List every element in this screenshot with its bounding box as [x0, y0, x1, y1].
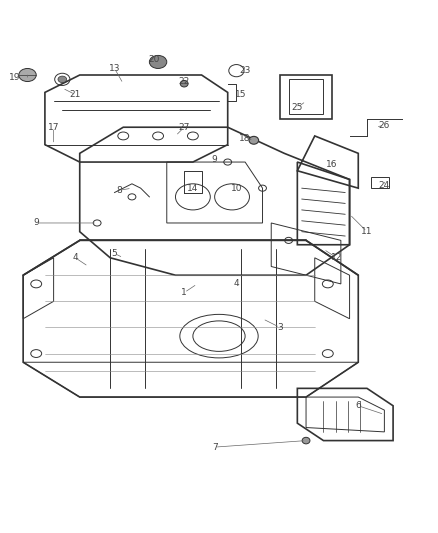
- Text: 13: 13: [109, 64, 120, 73]
- Text: 8: 8: [116, 186, 122, 195]
- Text: 5: 5: [112, 249, 117, 258]
- Ellipse shape: [19, 68, 36, 82]
- Text: 18: 18: [239, 134, 251, 143]
- Text: 16: 16: [326, 160, 338, 169]
- Text: 21: 21: [70, 90, 81, 99]
- Text: 11: 11: [361, 227, 373, 236]
- Text: 6: 6: [355, 401, 361, 410]
- Text: 25: 25: [292, 103, 303, 112]
- Ellipse shape: [58, 76, 67, 83]
- Text: 14: 14: [187, 184, 198, 192]
- Text: 12: 12: [331, 253, 342, 262]
- Text: 17: 17: [48, 123, 60, 132]
- Ellipse shape: [180, 80, 188, 87]
- Text: 9: 9: [33, 219, 39, 228]
- Text: 22: 22: [179, 77, 190, 86]
- Text: 4: 4: [73, 253, 78, 262]
- Text: 19: 19: [9, 72, 20, 82]
- Ellipse shape: [149, 55, 167, 68]
- Text: 7: 7: [212, 442, 218, 451]
- Ellipse shape: [302, 437, 310, 444]
- Text: 26: 26: [379, 120, 390, 130]
- Text: 9: 9: [212, 156, 218, 164]
- Text: 27: 27: [179, 123, 190, 132]
- Ellipse shape: [249, 136, 258, 144]
- Text: 24: 24: [379, 181, 390, 190]
- Text: 3: 3: [277, 323, 283, 332]
- Text: 15: 15: [235, 90, 247, 99]
- Text: 20: 20: [148, 55, 159, 64]
- Text: 23: 23: [240, 66, 251, 75]
- Text: 4: 4: [233, 279, 239, 288]
- Text: 1: 1: [181, 288, 187, 297]
- Text: 10: 10: [231, 184, 242, 192]
